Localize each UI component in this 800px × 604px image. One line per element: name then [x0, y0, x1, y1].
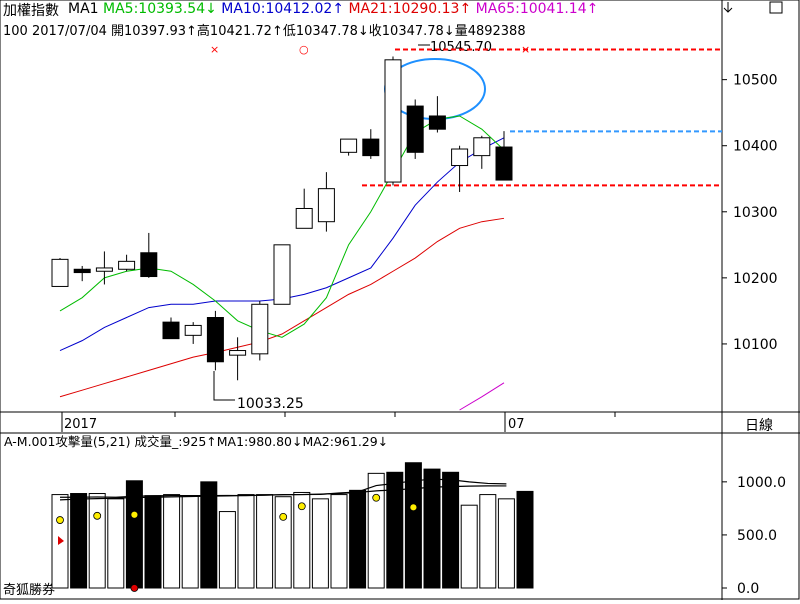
period-label: 日線 — [745, 418, 773, 434]
info-line: 100 2017/07/04 開10397.93↑高10421.72↑低1034… — [3, 23, 526, 39]
volume-info-line: A-M.001攻擊量(5,21) 成交量_:925↑MA1:980.80↓MA2… — [4, 434, 388, 449]
candle-body — [51, 258, 69, 287]
candle-body — [118, 260, 136, 270]
signal-dot — [297, 502, 306, 511]
brand-footer: 奇狐勝券 — [3, 582, 55, 598]
price-axis-label: 10400 — [733, 139, 778, 155]
candle-body — [162, 321, 180, 340]
price-axis-label: 10100 — [733, 337, 778, 353]
volume-bar — [311, 498, 329, 589]
volume-bar — [274, 496, 292, 589]
marker-o: ○ — [299, 43, 309, 56]
candle-body — [473, 137, 491, 157]
price-axis-label: 10300 — [733, 205, 778, 221]
signal-dot — [409, 503, 418, 512]
ma65-line — [459, 382, 505, 411]
volume-bar — [107, 498, 125, 589]
volume-bar — [442, 471, 460, 589]
volume-bar — [256, 494, 274, 589]
volume-bar — [293, 491, 311, 589]
candle-body — [95, 267, 113, 272]
ma21-line — [59, 217, 505, 398]
low-label: 10033.25 — [237, 396, 304, 412]
candle-body — [184, 324, 202, 336]
price-axis-label: 10500 — [733, 73, 778, 89]
volume-bar — [88, 493, 106, 589]
candle-body — [451, 148, 469, 167]
candle-body — [495, 146, 513, 181]
volume-bar — [516, 490, 534, 589]
signal-dot — [279, 512, 288, 521]
x-label-07: 07 — [508, 417, 525, 432]
ma10-line — [59, 137, 505, 351]
volume-bar — [479, 494, 497, 589]
ma-legend-item: MA1 — [68, 1, 104, 17]
arrow-marker-icon — [58, 536, 64, 545]
ma-legend-item: MA10:10412.02↑ — [221, 1, 349, 17]
close-icon[interactable] — [769, 1, 783, 14]
volume-bar — [460, 504, 478, 589]
volume-bar — [144, 495, 162, 589]
candle-body — [251, 303, 269, 355]
volume-bar — [237, 494, 255, 589]
volume-bar — [163, 494, 181, 589]
ma-legend-item: MA5:10393.54↓ — [103, 1, 222, 17]
candle-body — [317, 188, 335, 223]
index-title: 加權指數 — [3, 3, 59, 19]
volume-bar — [200, 481, 218, 589]
signal-dot — [93, 511, 102, 520]
candle-body — [384, 59, 402, 183]
volume-bar — [218, 511, 236, 589]
candle-body — [428, 115, 446, 130]
volume-bar — [423, 468, 441, 589]
volume-ma2-line — [59, 485, 507, 501]
volume-bar — [330, 494, 348, 589]
candle-body — [362, 138, 380, 157]
candle-body — [406, 105, 424, 153]
volume-bar — [70, 493, 88, 589]
high-label: 10545.70 — [430, 40, 492, 55]
volume-axis-label: 1000.0 — [737, 475, 786, 491]
candle-body — [206, 317, 224, 363]
volume-bar — [404, 462, 422, 589]
scroll-up-down-icon[interactable] — [723, 2, 733, 13]
signal-dot — [130, 510, 139, 519]
candle-body — [273, 244, 291, 305]
volume-bar — [497, 498, 515, 589]
volume-bar — [367, 472, 385, 589]
signal-dot-red — [130, 584, 139, 592]
volume-bar — [386, 471, 404, 589]
x-label-2017: 2017 — [64, 417, 97, 432]
ma-legend-item: MA65:10041.14↑ — [475, 1, 599, 17]
signal-dot — [56, 516, 64, 524]
ma-legend-item: MA21:10290.13↑ — [348, 1, 476, 17]
marker-x: × — [210, 43, 219, 56]
candle-body — [340, 138, 358, 153]
volume-axis-label: 0.0 — [737, 581, 759, 597]
candle-body — [295, 207, 313, 229]
price-axis-label: 10200 — [733, 271, 778, 287]
volume-axis-label: 500.0 — [737, 528, 777, 544]
candle-body — [229, 350, 247, 356]
candle-body — [140, 252, 158, 278]
volume-bar — [349, 489, 367, 589]
signal-dot — [372, 493, 381, 502]
low-leader — [213, 371, 235, 401]
volume-bar — [181, 495, 199, 589]
candle-body — [73, 268, 91, 274]
ma-legend: MA1 MA5:10393.54↓ MA10:10412.02↑ MA21:10… — [68, 1, 598, 17]
